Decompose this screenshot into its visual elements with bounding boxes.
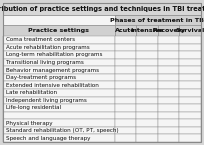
Bar — [180, 25, 201, 36]
Bar — [158, 127, 180, 134]
Bar — [180, 59, 201, 66]
Bar — [158, 97, 180, 104]
Bar — [115, 97, 136, 104]
Bar — [115, 127, 136, 134]
Text: Acute rehabilitation programs: Acute rehabilitation programs — [6, 45, 90, 50]
Bar — [3, 36, 115, 44]
Bar — [3, 112, 115, 119]
Bar — [180, 119, 201, 127]
Text: Independent living programs: Independent living programs — [6, 98, 87, 103]
Bar — [3, 119, 115, 127]
Bar — [3, 66, 115, 74]
Bar — [136, 119, 158, 127]
Bar — [115, 36, 136, 44]
Bar — [136, 36, 158, 44]
Bar — [3, 59, 115, 66]
Bar — [136, 51, 158, 59]
Bar — [115, 104, 136, 112]
Bar — [3, 134, 115, 142]
Bar — [3, 44, 115, 51]
Bar — [158, 25, 180, 36]
Bar — [115, 134, 136, 142]
Bar — [158, 51, 180, 59]
Text: Physical therapy: Physical therapy — [6, 121, 53, 126]
Bar — [3, 97, 115, 104]
Bar — [115, 74, 136, 81]
Bar — [3, 25, 115, 36]
Bar — [180, 74, 201, 81]
Bar — [158, 66, 180, 74]
Bar — [115, 119, 136, 127]
Bar — [180, 44, 201, 51]
Bar — [115, 81, 136, 89]
Text: Survival: Survival — [176, 28, 204, 33]
Bar — [115, 112, 136, 119]
Text: Long-term rehabilitation programs: Long-term rehabilitation programs — [6, 52, 102, 57]
Bar — [158, 134, 180, 142]
Bar — [115, 51, 136, 59]
Bar — [115, 59, 136, 66]
Text: Extended intensive rehabilitation: Extended intensive rehabilitation — [6, 83, 99, 88]
Bar — [180, 36, 201, 44]
Bar — [3, 51, 115, 59]
Bar — [158, 44, 180, 51]
Text: Coma treatment centers: Coma treatment centers — [6, 37, 75, 42]
Bar — [3, 89, 115, 97]
Bar — [158, 104, 180, 112]
Text: Intensive: Intensive — [131, 28, 164, 33]
Bar — [158, 81, 180, 89]
Bar — [136, 44, 158, 51]
Bar — [180, 127, 201, 134]
Bar — [136, 104, 158, 112]
Bar — [158, 36, 180, 44]
Bar — [136, 59, 158, 66]
Bar — [158, 112, 180, 119]
Bar — [136, 74, 158, 81]
Bar — [180, 104, 201, 112]
Bar — [180, 89, 201, 97]
Bar — [136, 66, 158, 74]
Bar — [136, 134, 158, 142]
Bar — [158, 89, 180, 97]
Text: Practice settings: Practice settings — [28, 28, 89, 33]
Bar — [136, 97, 158, 104]
Text: Speech and language therapy: Speech and language therapy — [6, 136, 91, 141]
Bar — [180, 51, 201, 59]
Text: Transitional living programs: Transitional living programs — [6, 60, 84, 65]
Bar — [3, 81, 115, 89]
Bar — [180, 97, 201, 104]
Bar — [3, 104, 115, 112]
Bar — [136, 25, 158, 36]
Text: Day-treatment programs: Day-treatment programs — [6, 75, 76, 80]
Bar — [136, 89, 158, 97]
Bar — [115, 44, 136, 51]
Text: Late rehabilitation: Late rehabilitation — [6, 90, 57, 95]
Text: Recovery: Recovery — [152, 28, 185, 33]
Text: Life-long residential: Life-long residential — [6, 105, 61, 110]
Bar — [115, 15, 201, 25]
Bar — [3, 127, 115, 134]
Bar — [180, 134, 201, 142]
Bar — [158, 74, 180, 81]
Bar — [158, 119, 180, 127]
Bar — [115, 89, 136, 97]
Bar — [115, 25, 136, 36]
Bar — [136, 112, 158, 119]
Bar — [180, 112, 201, 119]
Text: Behavior management programs: Behavior management programs — [6, 68, 99, 72]
Bar — [3, 15, 115, 25]
Text: Acute: Acute — [115, 28, 136, 33]
Bar — [3, 74, 115, 81]
Text: Standard rehabilitation (OT, PT, speech): Standard rehabilitation (OT, PT, speech) — [6, 128, 119, 133]
Text: Phases of treatment in TBI: Phases of treatment in TBI — [110, 18, 204, 22]
Bar — [136, 81, 158, 89]
Bar — [158, 59, 180, 66]
Bar — [115, 66, 136, 74]
Bar — [180, 81, 201, 89]
Bar — [180, 66, 201, 74]
Text: Table 2. Distribution of practice settings and techniques in TBI treatment phase: Table 2. Distribution of practice settin… — [0, 6, 204, 12]
Bar — [136, 127, 158, 134]
Bar — [3, 3, 201, 15]
